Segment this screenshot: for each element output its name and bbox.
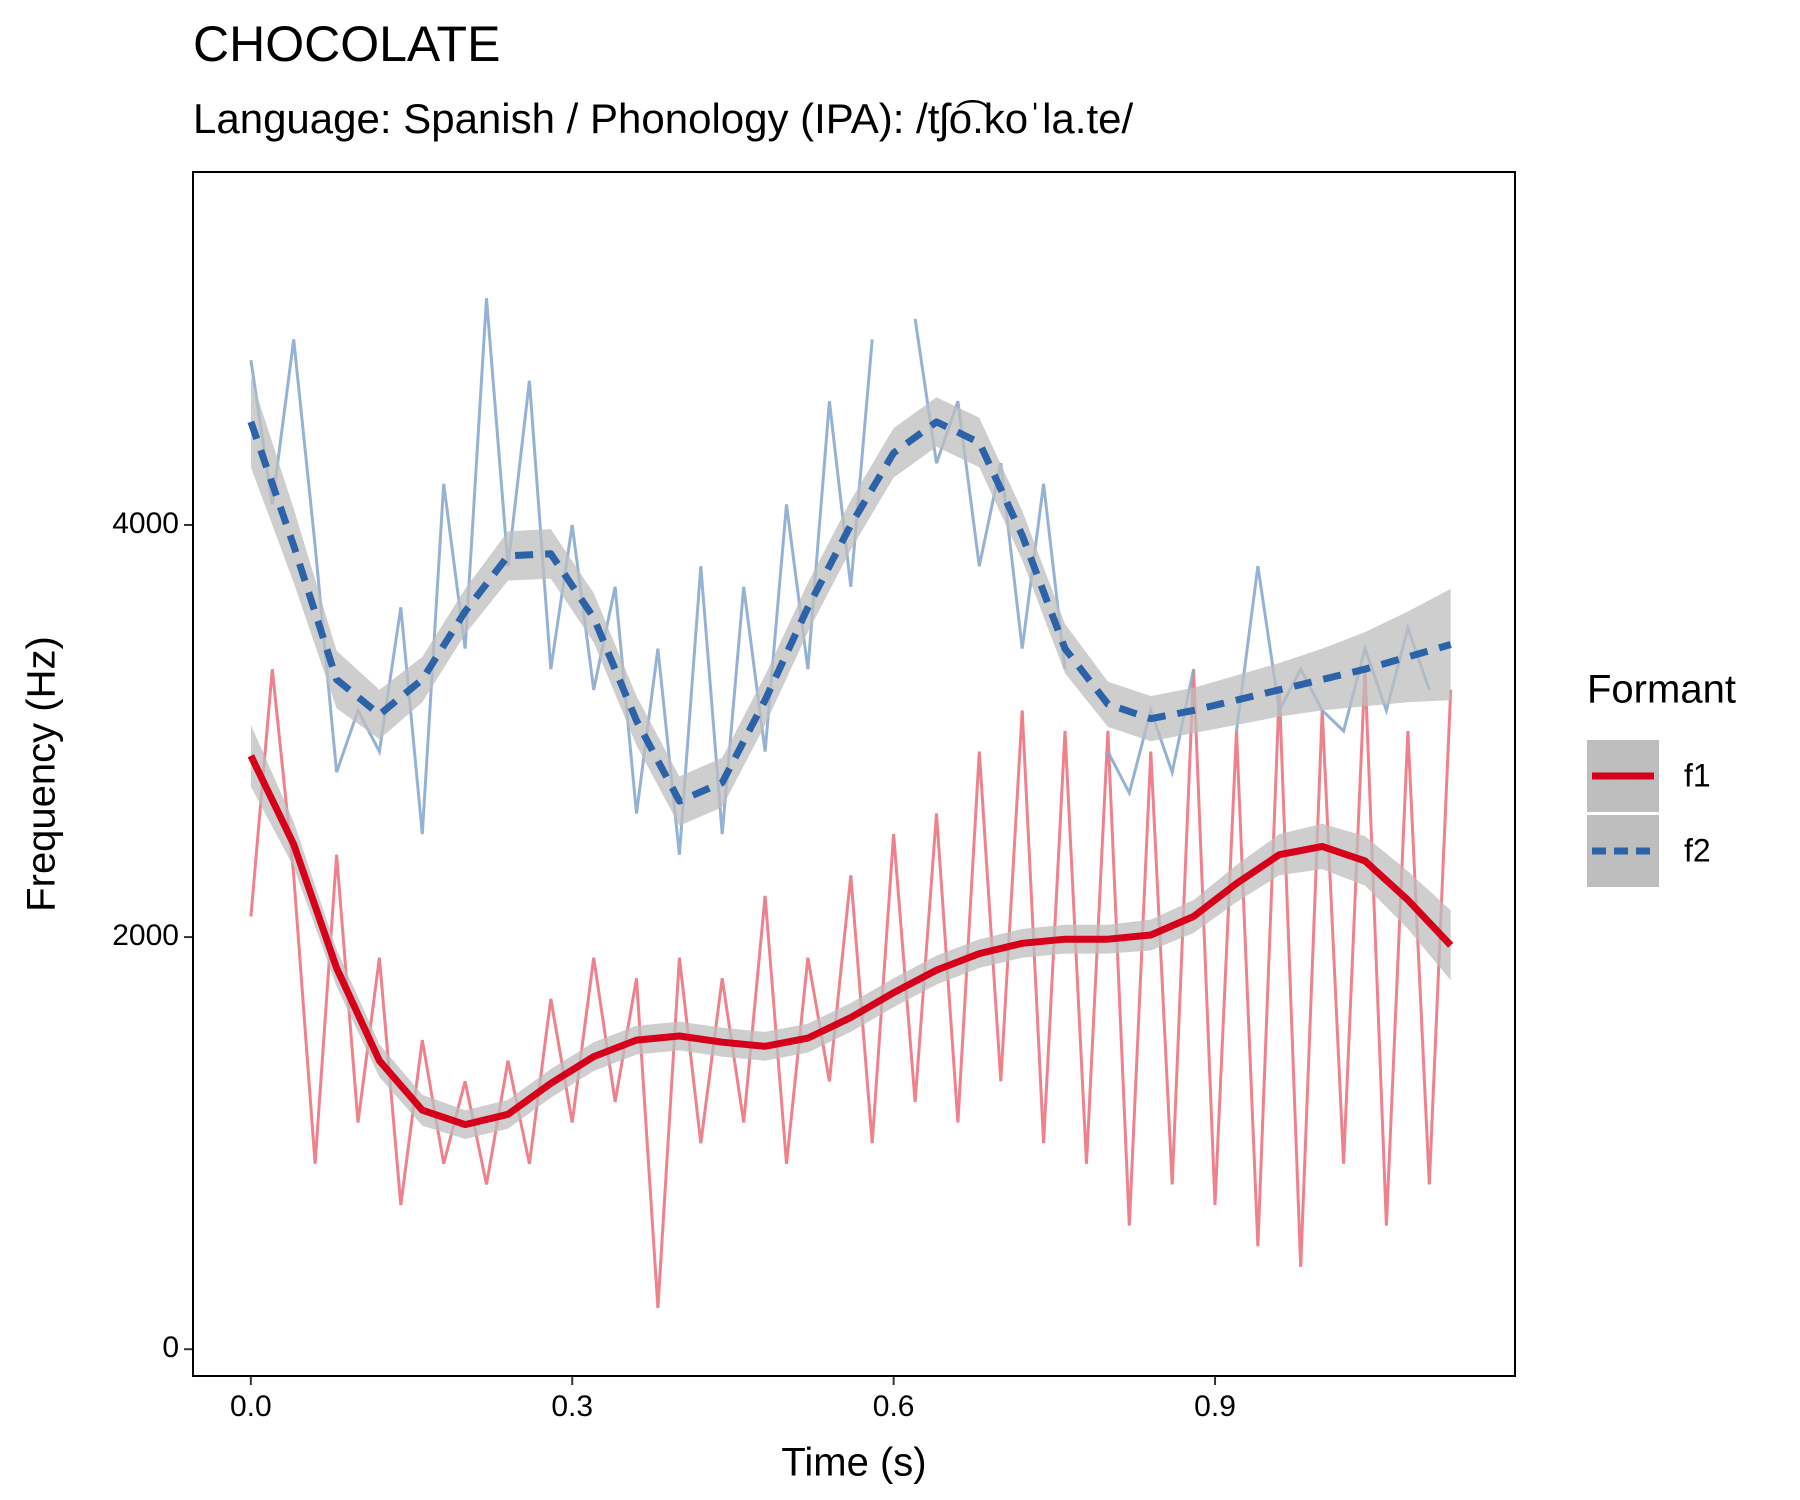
x-axis-label: Time (s): [781, 1441, 926, 1485]
y-tick-label: 4000: [112, 507, 179, 540]
smooth-line: [247, 754, 1454, 1129]
y-tick-label: 2000: [112, 919, 179, 952]
legend-label: f1: [1684, 757, 1711, 793]
x-tick-label: 0.0: [230, 1390, 272, 1423]
y-tick-label: 0: [162, 1331, 179, 1364]
x-tick-label: 0.3: [551, 1390, 593, 1423]
raw-trace: [249, 669, 1453, 1309]
smooth-line: [247, 418, 1452, 805]
chart-subtitle: Language: Spanish / Phonology (IPA): /tʃ…: [193, 95, 1133, 142]
legend-title: Formant: [1587, 668, 1736, 712]
x-tick-label: 0.9: [1194, 1390, 1236, 1423]
y-axis-label: Frequency (Hz): [20, 636, 64, 912]
chart-title: CHOCOLATE: [193, 16, 500, 72]
legend-label: f2: [1684, 832, 1711, 868]
confidence-band: [250, 376, 1451, 826]
plot-panel: [192, 171, 1516, 1377]
raw-trace: [249, 298, 1431, 855]
x-tick-label: 0.6: [873, 1390, 915, 1423]
